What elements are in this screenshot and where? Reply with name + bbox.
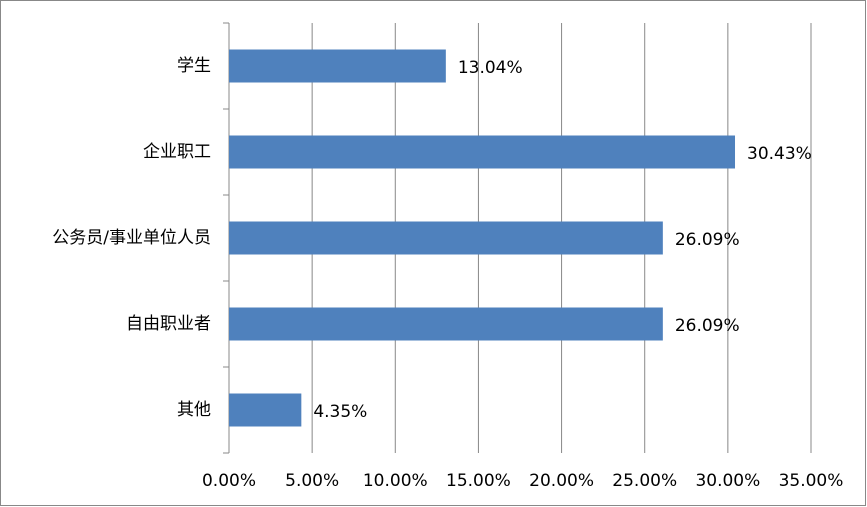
y-tick-label: 公务员/事业单位人员 (52, 228, 211, 248)
x-tick-label: 25.00% (612, 471, 677, 491)
y-tick-label: 学生 (177, 56, 211, 76)
bar (229, 307, 663, 341)
bar (229, 135, 736, 169)
x-tick-label: 10.00% (363, 471, 428, 491)
bar (229, 221, 663, 255)
data-label: 4.35% (313, 402, 367, 422)
data-label: 13.04% (458, 58, 523, 78)
x-tick-label: 15.00% (446, 471, 511, 491)
x-tick-label: 0.00% (202, 471, 256, 491)
x-tick-label: 30.00% (695, 471, 760, 491)
bar (229, 49, 446, 83)
x-tick-label: 35.00% (779, 471, 844, 491)
data-label: 26.09% (675, 316, 740, 336)
data-label: 30.43% (747, 144, 812, 164)
x-tick-label: 20.00% (529, 471, 594, 491)
y-tick-label: 企业职工 (143, 142, 211, 162)
y-tick-label: 自由职业者 (126, 314, 211, 334)
bar (229, 393, 302, 427)
data-label: 26.09% (675, 230, 740, 250)
x-tick-label: 5.00% (285, 471, 339, 491)
y-tick-label: 其他 (177, 400, 211, 420)
